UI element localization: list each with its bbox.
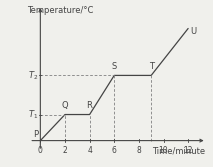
Text: 6: 6 <box>112 146 117 155</box>
Text: 0: 0 <box>37 146 42 155</box>
Text: $T_2$: $T_2$ <box>28 69 38 82</box>
Text: Q: Q <box>61 101 68 110</box>
Text: P: P <box>33 130 39 139</box>
Text: T: T <box>149 62 154 71</box>
Text: 8: 8 <box>137 146 141 155</box>
Text: 10: 10 <box>159 146 168 155</box>
Text: R: R <box>86 101 92 110</box>
Text: U: U <box>190 27 196 36</box>
Text: S: S <box>112 62 117 71</box>
Text: $T_1$: $T_1$ <box>28 108 38 121</box>
Text: Time/minute: Time/minute <box>152 146 205 155</box>
Text: 2: 2 <box>63 146 67 155</box>
Text: 12: 12 <box>183 146 193 155</box>
Text: Temperature/°C: Temperature/°C <box>27 6 93 15</box>
Text: 4: 4 <box>87 146 92 155</box>
